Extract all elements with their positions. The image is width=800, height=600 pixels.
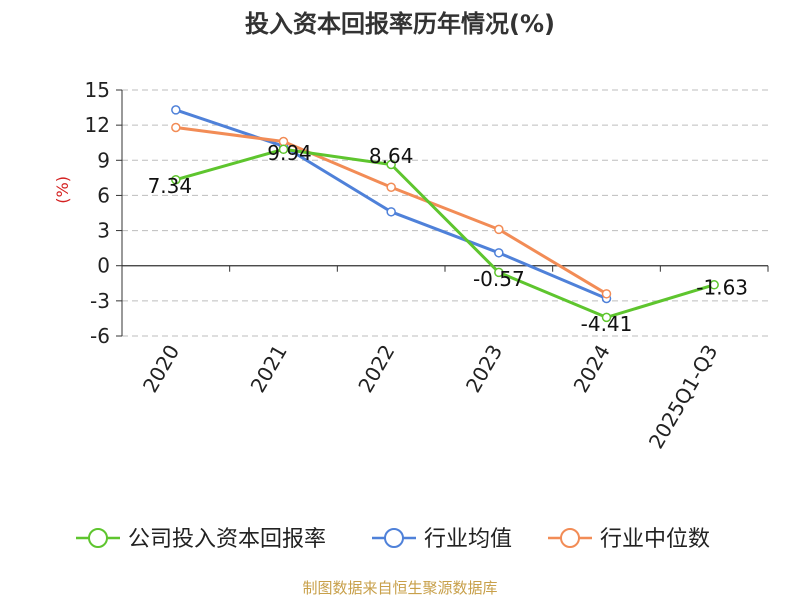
y-tick-label: 3 <box>97 219 110 243</box>
series-lines <box>171 105 719 323</box>
data-point <box>278 144 289 155</box>
data-point <box>494 248 504 258</box>
data-label: 9.94 <box>267 141 312 165</box>
y-tick-label: -3 <box>90 289 110 313</box>
y-tick-label: 15 <box>85 78 110 102</box>
data-point <box>601 312 612 323</box>
y-tick-label: -6 <box>90 324 110 348</box>
x-tick-label: 2024 <box>569 341 615 397</box>
grid-lines <box>122 89 768 337</box>
data-point <box>601 289 612 299</box>
y-tick-label: 9 <box>97 148 110 172</box>
data-label: 8.64 <box>369 144 414 168</box>
y-tick-label: 0 <box>97 254 110 278</box>
data-label: -0.57 <box>473 267 525 291</box>
data-point <box>386 207 396 217</box>
data-point <box>171 174 181 185</box>
data-point <box>386 159 396 170</box>
line-chart: 15 12 9 6 3 0 -3 -6 (%) 2020 2021 2022 2023 2024 2025Q… <box>53 78 769 552</box>
y-axis-label: (%) <box>53 176 72 204</box>
data-label: 7.34 <box>148 174 193 198</box>
data-point <box>709 280 719 290</box>
x-tick-label: 2025Q1-Q3 <box>644 341 723 453</box>
data-point <box>386 182 396 192</box>
x-tick-label: 2023 <box>461 341 507 397</box>
data-point <box>494 267 504 278</box>
data-source-note: 制图数据来自恒生聚源数据库 <box>302 579 498 597</box>
legend-label: 行业均值 <box>424 527 512 552</box>
series-line <box>175 147 715 319</box>
legend-marker <box>88 528 108 548</box>
legend-marker <box>560 528 580 548</box>
legend-label: 公司投入资本回报率 <box>128 527 326 552</box>
data-label: -4.41 <box>581 312 633 336</box>
legend: 公司投入资本回报率 行业均值 行业中位数 <box>76 527 710 552</box>
x-tick-label: 2021 <box>246 341 292 397</box>
data-label: -1.63 <box>696 275 748 299</box>
data-point <box>171 122 181 133</box>
y-tick-label: 6 <box>97 183 110 207</box>
data-labels: 7.34 9.94 8.64 -0.57 -4.41 -1.63 <box>148 141 748 336</box>
chart-title: 投入资本回报率历年情况(%) <box>245 10 555 38</box>
series-line <box>175 108 608 300</box>
data-point <box>494 224 504 235</box>
axes: 15 12 9 6 3 0 -3 -6 (%) 2020 2021 2022 2023 2024 2025Q… <box>53 78 769 453</box>
legend-label: 行业中位数 <box>600 527 710 552</box>
data-point <box>171 105 181 115</box>
x-tick-label: 2022 <box>353 341 399 397</box>
x-tick-label: 2020 <box>138 341 184 397</box>
legend-marker <box>384 528 404 548</box>
y-tick-label: 12 <box>85 113 110 137</box>
